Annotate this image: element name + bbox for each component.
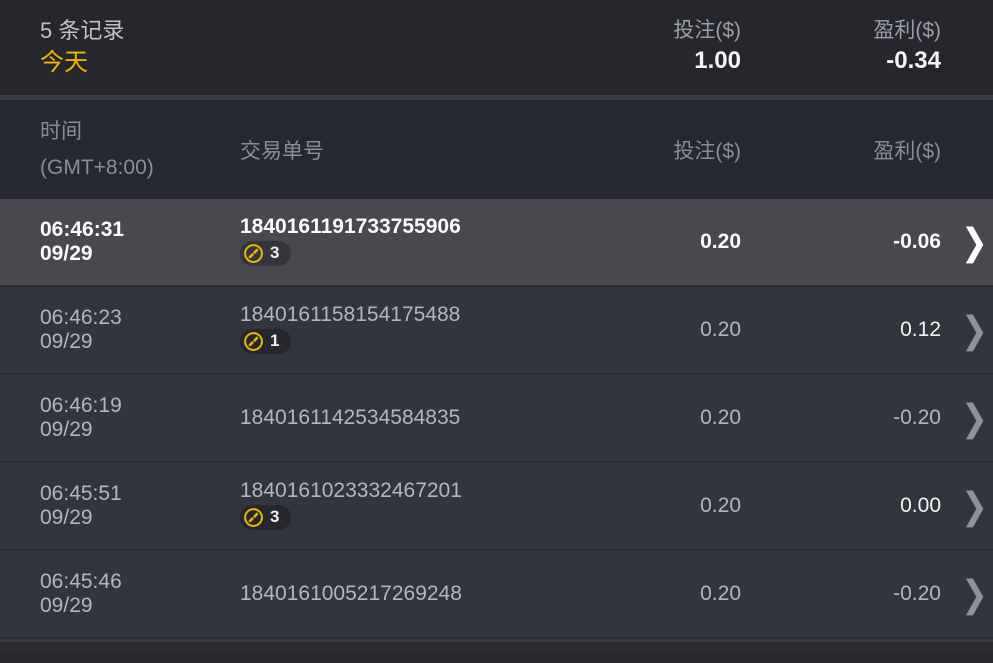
row-time: 06:46:31 09/29 [40,217,125,265]
order-id: 1840161142534584835 [240,406,461,430]
row-profit: -0.20 [893,406,941,429]
chevron-right-icon: ❯ [961,485,988,527]
trade-count-badge: 3 [240,505,292,530]
summary-profit-label: 盈利($) [873,19,941,43]
coin-flash-icon [244,244,263,263]
table-row[interactable]: 06:46:19 09/29 1840161142534584835 0.20 … [0,375,993,463]
row-order: 1840161191733755906 3 [240,215,621,269]
row-order: 1840161158154175488 1 [240,303,621,357]
column-header-bet: 投注($) [673,139,741,163]
table-row[interactable]: 06:46:23 09/29 1840161158154175488 1 0.2… [0,287,993,375]
row-profit: -0.20 [893,582,941,605]
chevron-right-icon: ❯ [961,221,988,263]
table-row[interactable]: 06:45:46 09/29 1840161005217269248 0.20 … [0,551,993,639]
order-id: 1840161005217269248 [240,582,462,606]
order-id: 1840161023332467201 [240,478,462,502]
summary-profit: 盈利($) -0.34 [741,17,941,78]
column-header-order: 交易单号 [240,139,324,163]
table-row[interactable]: 06:45:51 09/29 1840161023332467201 3 0.2… [0,463,993,551]
row-bet: 0.20 [700,494,741,517]
row-order: 1840161023332467201 3 [240,479,621,533]
section-divider [0,639,993,651]
coin-flash-icon [244,508,263,527]
records-count: 5 条记录 [40,17,125,43]
column-header-time: 时间 (GMT+8:00) [40,119,154,179]
row-time: 06:45:46 09/29 [40,569,122,617]
row-profit: 0.00 [900,494,941,517]
row-detail-button[interactable]: ❯ [941,287,993,373]
badge-count: 3 [270,243,280,263]
row-detail-button[interactable]: ❯ [941,463,993,549]
records-list: 06:46:31 09/29 1840161191733755906 3 0.2… [0,199,993,639]
row-time: 06:46:23 09/29 [40,305,122,353]
row-order: 1840161005217269248 [240,582,621,605]
summary-profit-value: -0.34 [886,47,941,75]
table-header: 时间 (GMT+8:00) 交易单号 投注($) 盈利($) [0,100,993,199]
date-group-label: 今天 [40,49,88,77]
badge-count: 3 [270,507,280,527]
column-header-profit: 盈利($) [873,139,941,163]
row-bet: 0.20 [700,406,741,429]
trade-count-badge: 3 [240,241,292,266]
order-id: 1840161191733755906 [240,214,461,238]
trade-count-badge: 1 [240,329,292,354]
chevron-right-icon: ❯ [961,397,988,439]
chevron-right-icon: ❯ [961,573,988,615]
badge-count: 1 [270,331,280,351]
summary-bet-value: 1.00 [694,47,741,75]
summary-left: 5 条记录 今天 [40,17,621,79]
summary-bet: 投注($) 1.00 [621,17,741,78]
coin-flash-icon [244,332,263,351]
row-order: 1840161142534584835 [240,406,621,429]
row-detail-button[interactable]: ❯ [941,199,993,285]
row-detail-button[interactable]: ❯ [941,551,993,637]
summary-header[interactable]: 5 条记录 今天 投注($) 1.00 盈利($) -0.34 [0,0,993,100]
summary-bet-label: 投注($) [673,19,741,43]
table-row[interactable]: 06:46:31 09/29 1840161191733755906 3 0.2… [0,199,993,287]
row-time: 06:45:51 09/29 [40,481,122,529]
row-detail-button[interactable]: ❯ [941,375,993,461]
row-profit: -0.06 [893,230,941,253]
row-time: 06:46:19 09/29 [40,393,122,441]
row-bet: 0.20 [700,230,741,253]
row-profit: 0.12 [900,318,941,341]
order-id: 1840161158154175488 [240,302,461,326]
chevron-right-icon: ❯ [961,309,988,351]
row-bet: 0.20 [700,582,741,605]
row-bet: 0.20 [700,318,741,341]
